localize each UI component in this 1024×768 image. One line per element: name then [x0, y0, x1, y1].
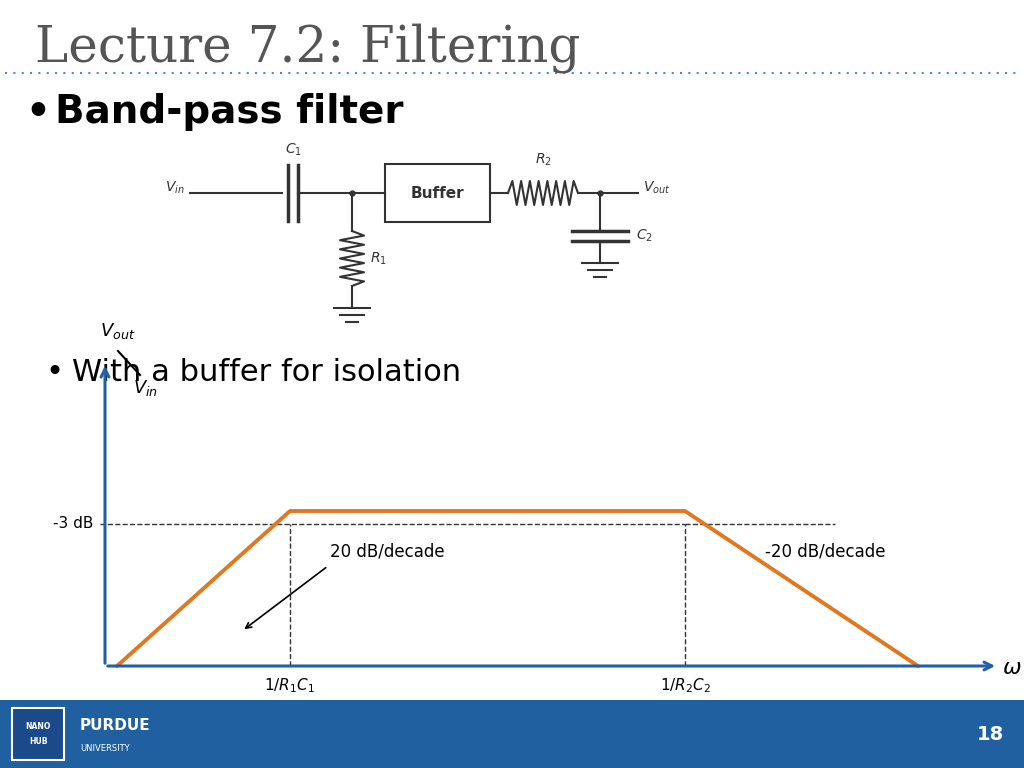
Text: With a buffer for isolation: With a buffer for isolation	[72, 358, 461, 387]
Text: •: •	[45, 358, 63, 387]
Text: -3 dB: -3 dB	[52, 517, 93, 531]
Text: -20 dB/decade: -20 dB/decade	[765, 543, 886, 561]
Text: $\omega$: $\omega$	[1002, 658, 1022, 678]
Text: •: •	[25, 93, 50, 131]
Text: NANO: NANO	[26, 722, 50, 730]
Text: $C_1$: $C_1$	[285, 141, 301, 158]
Text: Band-pass filter: Band-pass filter	[55, 93, 403, 131]
Text: $V_{out}$: $V_{out}$	[100, 321, 135, 341]
Text: $V_{in}$: $V_{in}$	[165, 180, 185, 196]
Text: 18: 18	[976, 724, 1004, 743]
Text: $C_2$: $C_2$	[636, 228, 653, 244]
Text: $R_1$: $R_1$	[370, 250, 387, 266]
FancyBboxPatch shape	[12, 708, 63, 760]
Bar	[0, 700, 1024, 768]
Text: $1/R_1C_1$: $1/R_1C_1$	[264, 676, 315, 695]
Text: $R_2$: $R_2$	[535, 151, 552, 168]
Text: Lecture 7.2: Filtering: Lecture 7.2: Filtering	[35, 23, 581, 73]
Text: 20 dB/decade: 20 dB/decade	[330, 543, 444, 561]
Text: PURDUE: PURDUE	[80, 718, 151, 733]
Text: UNIVERSITY: UNIVERSITY	[80, 744, 130, 753]
Text: $V_{in}$: $V_{in}$	[133, 378, 158, 398]
Bar	[385, 164, 490, 222]
Text: HUB: HUB	[29, 737, 47, 746]
Text: $V_{out}$: $V_{out}$	[643, 180, 671, 196]
Text: $1/R_2C_2$: $1/R_2C_2$	[659, 676, 711, 695]
Text: Buffer: Buffer	[411, 186, 464, 200]
